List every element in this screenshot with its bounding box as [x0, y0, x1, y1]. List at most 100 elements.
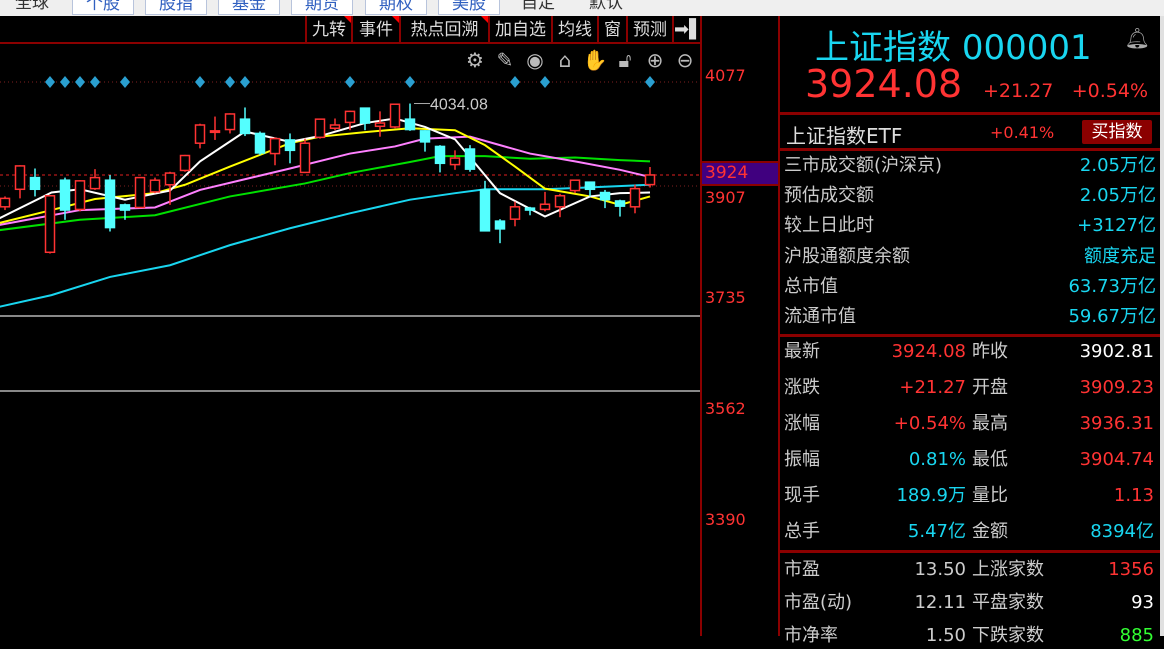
- hotspot-review-button[interactable]: 热点回溯: [399, 16, 488, 44]
- row-label: 较上日此时: [784, 215, 874, 237]
- ma20-line: [0, 135, 651, 226]
- lock-icon[interactable]: 🔓︎: [619, 48, 632, 72]
- event-marker: [45, 76, 55, 88]
- stat-label: 上涨家数: [972, 559, 1044, 580]
- stat-value: 5.47亿: [907, 521, 966, 542]
- event-marker: [75, 76, 85, 88]
- divider: [780, 148, 1160, 151]
- stat-row: 总手 5.47亿 金额 8394亿: [784, 519, 1156, 545]
- basket-icon[interactable]: ⌂: [559, 48, 572, 72]
- add-watchlist-button[interactable]: 加自选: [488, 16, 551, 44]
- candle-up: [329, 124, 341, 129]
- candle-down: [104, 179, 116, 229]
- nav-funds[interactable]: 基金: [218, 0, 280, 15]
- bell-icon[interactable]: 🔔︎: [1124, 26, 1150, 50]
- stat-value: 12.11: [914, 592, 966, 613]
- nav-options[interactable]: 期权: [365, 0, 427, 15]
- candle-up: [314, 118, 326, 139]
- candle-down: [494, 220, 506, 230]
- stat-row: 市净率 1.50 下跌家数 885: [784, 623, 1156, 649]
- stat-label: 市盈: [784, 559, 820, 580]
- candle-up: [344, 110, 356, 124]
- hand-icon[interactable]: ✋: [583, 48, 608, 72]
- market-row: 总市值 63.73万亿: [784, 274, 1156, 300]
- candle-up: [89, 176, 101, 190]
- eye-icon[interactable]: ◉: [526, 48, 543, 72]
- candle-up: [179, 154, 191, 172]
- label: 加自选: [495, 20, 546, 40]
- index-code: 000001: [961, 28, 1092, 68]
- candle-down: [464, 148, 476, 170]
- moving-average-button[interactable]: 均线: [551, 16, 597, 44]
- nav-global[interactable]: 全球: [15, 0, 49, 13]
- buy-index-button[interactable]: 买指数: [1082, 120, 1152, 144]
- stat-label: 涨跌: [784, 377, 820, 398]
- chart-toolbar: 九转 事件 热点回溯 加自选 均线 窗 预测 ➡▌: [0, 16, 703, 44]
- nav-default[interactable]: 默认: [589, 0, 623, 13]
- stat-value: +0.54%: [893, 413, 966, 434]
- stat-label: 涨幅: [784, 413, 820, 434]
- label: 事件: [359, 20, 393, 40]
- row-value: 59.67万亿: [1068, 306, 1156, 327]
- nav-us-stocks[interactable]: 美股: [438, 0, 500, 15]
- nine-turn-button[interactable]: 九转: [305, 16, 351, 44]
- window-button[interactable]: 窗: [597, 16, 626, 44]
- current-price-tag: 3924: [702, 161, 778, 186]
- last-price: 3924.08: [805, 62, 963, 106]
- stat-value: 1.13: [1113, 485, 1154, 506]
- candle-up: [569, 179, 581, 192]
- market-row: 预估成交额 2.05万亿: [784, 183, 1156, 209]
- market-row: 流通市值 59.67万亿: [784, 304, 1156, 330]
- nav-custom[interactable]: 自定: [521, 0, 555, 13]
- candle-down: [254, 132, 266, 154]
- candle-up: [209, 130, 221, 134]
- stat-label: 开盘: [972, 377, 1008, 398]
- stat-row: 最新 3924.08 昨收 3902.81: [784, 339, 1156, 365]
- nav-futures[interactable]: 期货: [291, 0, 353, 15]
- stat-value: 8394亿: [1090, 521, 1154, 542]
- candle-up: [194, 124, 206, 144]
- candle-up: [149, 179, 161, 193]
- row-value: 2.05万亿: [1079, 155, 1156, 176]
- zoom-out-icon[interactable]: ⊖: [677, 48, 694, 72]
- tick-label: 3907: [705, 188, 746, 207]
- nav-index[interactable]: 股指: [145, 0, 207, 15]
- row-label: 预估成交额: [784, 185, 874, 207]
- events-button[interactable]: 事件: [351, 16, 399, 44]
- stat-value: +21.27: [899, 377, 966, 398]
- stat-value: 1356: [1108, 559, 1154, 580]
- etf-name[interactable]: 上证指数ETF: [786, 124, 903, 148]
- tick-label: 3562: [705, 399, 746, 418]
- collapse-panel-icon[interactable]: ➡▌: [672, 16, 703, 44]
- scrollbar[interactable]: [1160, 16, 1164, 636]
- stat-value: 3924.08: [891, 341, 966, 362]
- stat-label: 最高: [972, 413, 1008, 434]
- candle-up: [644, 174, 656, 186]
- event-marker: [90, 76, 100, 88]
- forecast-button[interactable]: 预测: [626, 16, 672, 44]
- candle-down: [614, 200, 626, 207]
- candle-up: [269, 137, 281, 155]
- zoom-in-icon[interactable]: ⊕: [647, 48, 664, 72]
- pen-icon[interactable]: ✎: [497, 48, 514, 72]
- candle-down: [29, 176, 41, 191]
- stat-row: 现手 189.9万 量比 1.13: [784, 483, 1156, 509]
- candle-up: [554, 195, 566, 208]
- stat-label: 下跌家数: [972, 625, 1044, 646]
- label: 预测: [633, 20, 667, 40]
- stat-label: 现手: [784, 485, 820, 506]
- nav-stocks[interactable]: 个股: [72, 0, 134, 15]
- row-label: 流通市值: [784, 306, 856, 327]
- settings-icon[interactable]: ⚙: [466, 48, 484, 72]
- event-marker: [645, 76, 655, 88]
- candle-down: [524, 207, 536, 211]
- stat-label: 最低: [972, 449, 1008, 470]
- event-marker: [195, 76, 205, 88]
- divider: [780, 334, 1160, 337]
- stat-row: 涨幅 +0.54% 最高 3936.31: [784, 411, 1156, 437]
- candle-down: [584, 181, 596, 191]
- event-marker: [120, 76, 130, 88]
- stat-row: 市盈(动) 12.11 平盘家数 93: [784, 590, 1156, 616]
- kline-chart[interactable]: 4034.08 ⚙ ✎ ◉ ⌂ ✋ 🔓︎ ⊕ ⊖: [0, 44, 700, 636]
- candle-up: [74, 180, 86, 211]
